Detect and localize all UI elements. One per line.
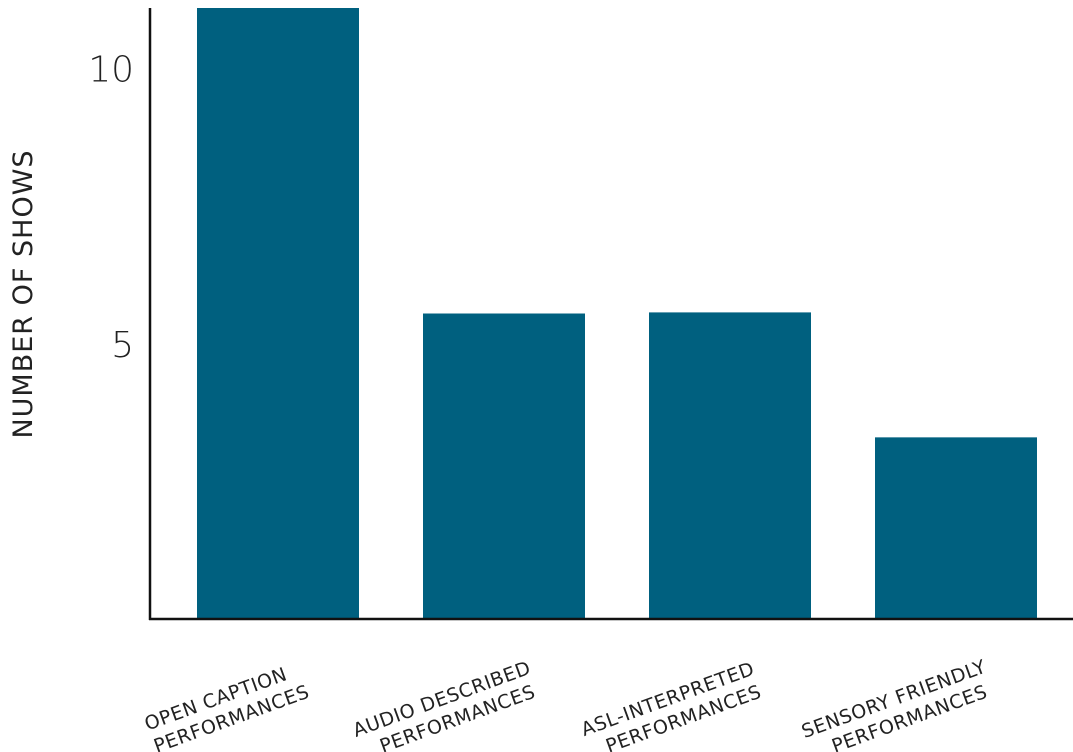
y-tick-label: 5 xyxy=(111,325,134,366)
bars-group xyxy=(197,8,1037,619)
bar-1 xyxy=(197,8,359,619)
bar-3 xyxy=(649,312,811,619)
y-axis-title: NUMBER OF SHOWS xyxy=(8,149,39,438)
y-tick-label: 10 xyxy=(88,50,134,91)
bar-4 xyxy=(875,437,1037,619)
y-tick-labels: 5 10 xyxy=(88,50,134,366)
bar-2 xyxy=(423,313,585,619)
